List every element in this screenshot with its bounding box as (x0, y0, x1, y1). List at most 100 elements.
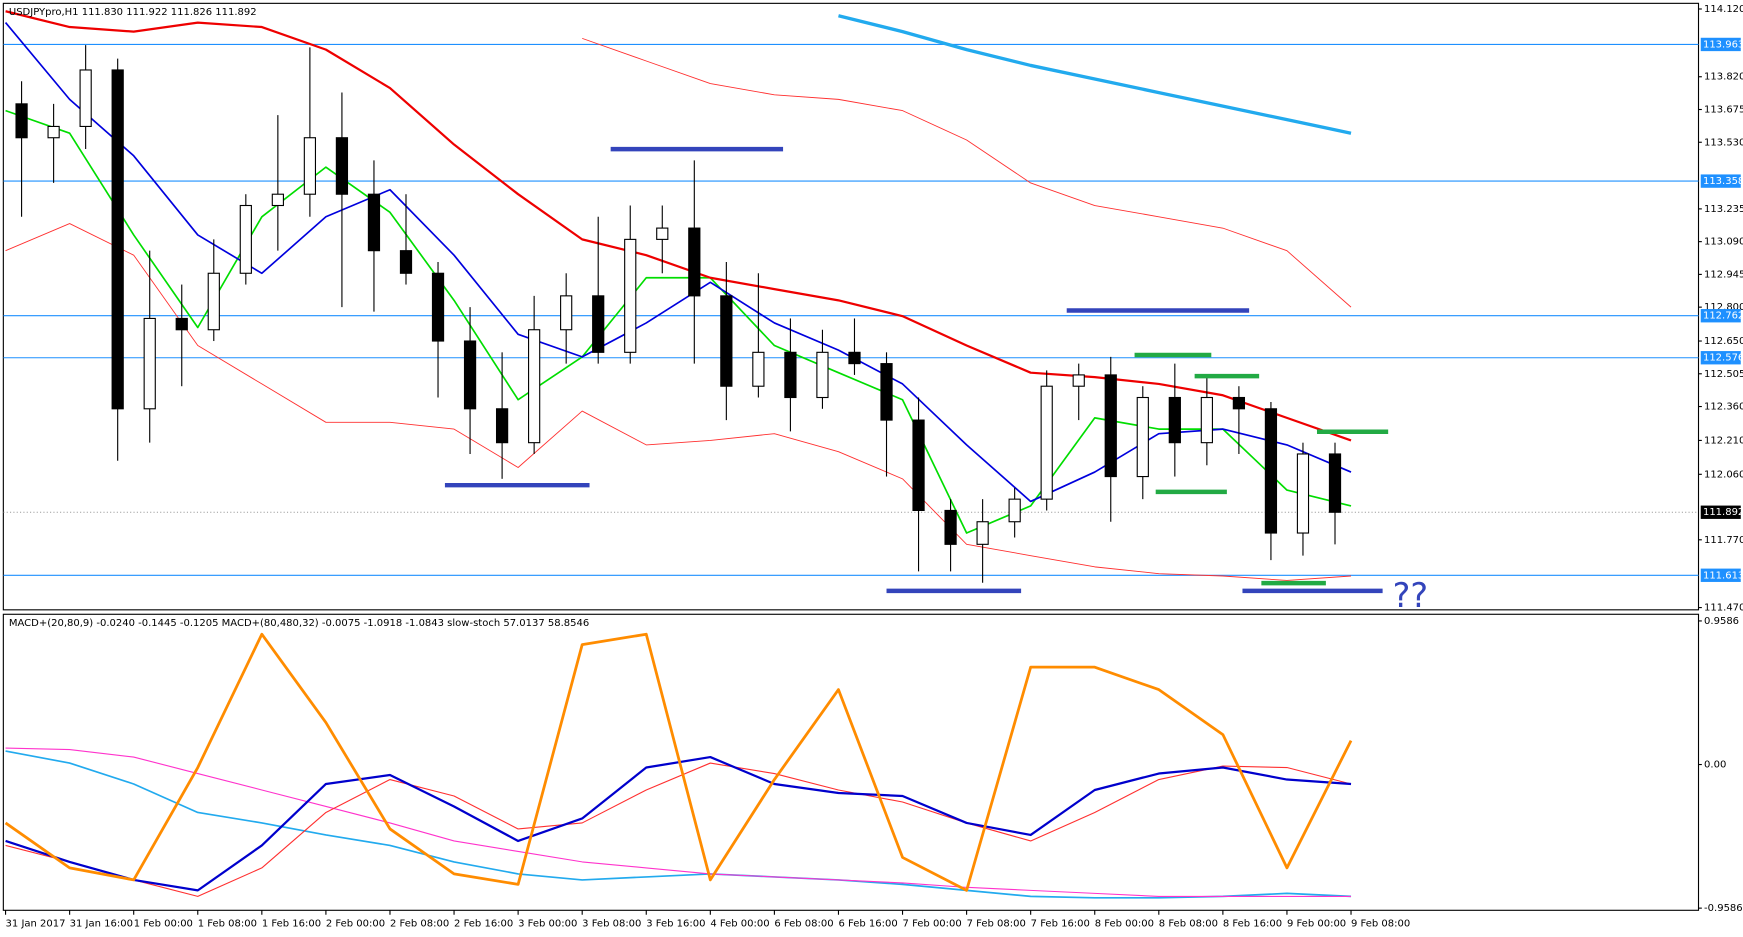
indicator-line (5, 10, 1352, 442)
x-tick-label: 2 Feb 08:00 (390, 919, 449, 930)
indicator-plot (4, 632, 1353, 899)
candle-body (720, 295, 733, 387)
candle-body (399, 250, 413, 274)
x-tick-label: 4 Feb 00:00 (710, 919, 769, 930)
candle-body (816, 351, 829, 399)
candle-body (848, 351, 861, 365)
y-tick-label: 112.650 (1704, 336, 1743, 347)
indicator-line (838, 14, 1352, 135)
x-tick-label: 8 Feb 08:00 (1159, 919, 1218, 930)
x-tick-label: 7 Feb 16:00 (1031, 919, 1090, 930)
y-tick-label: 113.235 (1704, 204, 1743, 215)
indicator-line (4, 632, 1353, 892)
y-tick-label: 112.800 (1704, 302, 1743, 313)
indicator-line (5, 223, 1352, 581)
y-tick-label: 112.060 (1704, 469, 1743, 480)
y-tick-label: 0.00 (1704, 760, 1726, 771)
candle-body (207, 272, 220, 331)
x-tick-label: 2 Feb 00:00 (326, 919, 385, 930)
indicator-title: MACD+(20,80,9) -0.0240 -0.1445 -0.1205 M… (9, 618, 589, 629)
level-label: 111.613 (1703, 570, 1743, 581)
x-tick-label: 9 Feb 08:00 (1351, 919, 1410, 930)
candle-body (1040, 385, 1053, 500)
y-tick-label: 113.090 (1704, 237, 1743, 248)
x-tick-label: 6 Feb 08:00 (774, 919, 833, 930)
main-panel (2, 2, 1700, 611)
indicator-line (582, 37, 1352, 308)
y-tick-label: 112.210 (1704, 435, 1743, 446)
level-label: 113.358 (1703, 176, 1743, 187)
y-tick-label: 111.770 (1704, 535, 1743, 546)
x-tick-label: 1 Feb 16:00 (262, 919, 321, 930)
x-tick-label: 31 Jan 2017 (6, 919, 66, 930)
x-tick-label: 8 Feb 00:00 (1095, 919, 1154, 930)
candle-body (303, 137, 317, 195)
indicator-line (5, 109, 1352, 534)
y-tick-label: 112.505 (1704, 369, 1743, 380)
candle-body (495, 408, 509, 444)
candle-body (143, 317, 156, 410)
candle-body (367, 193, 381, 252)
x-tick-label: 7 Feb 08:00 (967, 919, 1026, 930)
candle-body (431, 272, 445, 342)
current-price-label: 111.892 (1703, 507, 1743, 518)
annotations: ?? (444, 146, 1428, 615)
candle-body (752, 351, 765, 387)
candle-body (15, 103, 28, 139)
candle-body (335, 137, 349, 195)
x-tick-label: 3 Feb 16:00 (646, 919, 705, 930)
candle-body (47, 125, 60, 139)
candle-body (1104, 374, 1117, 478)
indicator-line (5, 747, 1352, 897)
x-tick-label: 7 Feb 00:00 (903, 919, 962, 930)
candle-body (1072, 374, 1085, 387)
indicator-line (5, 762, 1352, 897)
candle-body (880, 363, 893, 421)
candle-body (560, 295, 573, 331)
level-label: 112.576 (1703, 353, 1743, 364)
y-tick-label: -0.9586 (1704, 903, 1743, 914)
candle-body (1136, 396, 1149, 478)
x-tick-label: 8 Feb 16:00 (1223, 919, 1282, 930)
candle-body (784, 351, 797, 399)
y-tick-label: 114.120 (1704, 4, 1743, 15)
candle-body (528, 329, 541, 444)
indicator-panel (2, 613, 1700, 911)
indicator-line (4, 22, 1352, 503)
y-tick-label: 112.945 (1704, 269, 1743, 280)
candle-body (1200, 396, 1213, 444)
y-tick-label: 113.530 (1704, 137, 1743, 148)
candle-body (1232, 396, 1246, 410)
y-tick-label: 113.820 (1704, 72, 1743, 83)
main-plot (3, 10, 1699, 583)
level-label-bg (1700, 309, 1741, 323)
level-label-bg (1700, 568, 1741, 582)
candle-body (1168, 396, 1181, 444)
x-tick-label: 1 Feb 00:00 (134, 919, 193, 930)
candle-body (976, 521, 989, 545)
candle-body (592, 295, 605, 353)
indicator-line (5, 750, 1352, 899)
candle-body (1328, 453, 1342, 513)
candle-body (1008, 498, 1021, 523)
candle-body (624, 238, 637, 353)
x-tick-label: 6 Feb 16:00 (838, 919, 897, 930)
candle-body (463, 340, 477, 410)
candle-body (271, 193, 284, 207)
level-label-bg (1700, 174, 1741, 188)
y-tick-label: 0.9586 (1704, 616, 1739, 627)
current-price-bg (1700, 505, 1741, 519)
x-tick-label: 1 Feb 08:00 (198, 919, 257, 930)
candle-body (912, 419, 925, 511)
candle-body (944, 509, 957, 545)
x-tick-label: 9 Feb 00:00 (1287, 919, 1346, 930)
candle-body (239, 204, 252, 274)
x-tick-label: 31 Jan 16:00 (70, 919, 133, 930)
level-label: 112.762 (1703, 311, 1743, 322)
candle-body (79, 69, 92, 128)
question-annotation: ?? (1393, 576, 1428, 615)
x-tick-label: 3 Feb 08:00 (582, 919, 641, 930)
candle-body (688, 227, 701, 297)
axes: 114.120 113.820 113.675 113.530 113.235 113.0… (5, 4, 1743, 930)
